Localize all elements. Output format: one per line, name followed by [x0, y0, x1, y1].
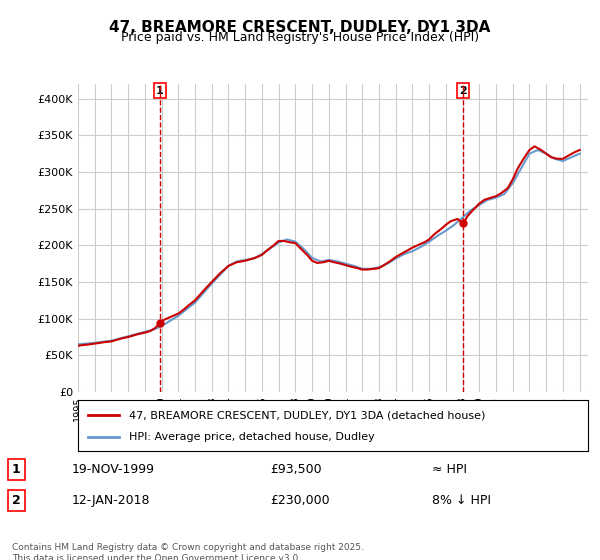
Text: Price paid vs. HM Land Registry's House Price Index (HPI): Price paid vs. HM Land Registry's House … [121, 31, 479, 44]
Text: 12-JAN-2018: 12-JAN-2018 [72, 494, 151, 507]
Text: Contains HM Land Registry data © Crown copyright and database right 2025.
This d: Contains HM Land Registry data © Crown c… [12, 543, 364, 560]
Text: ≈ HPI: ≈ HPI [432, 463, 467, 476]
Text: HPI: Average price, detached house, Dudley: HPI: Average price, detached house, Dudl… [129, 432, 375, 442]
Text: 47, BREAMORE CRESCENT, DUDLEY, DY1 3DA (detached house): 47, BREAMORE CRESCENT, DUDLEY, DY1 3DA (… [129, 410, 485, 421]
Text: 19-NOV-1999: 19-NOV-1999 [72, 463, 155, 476]
Text: 1: 1 [156, 86, 164, 96]
Text: 1: 1 [12, 463, 21, 476]
Text: £230,000: £230,000 [270, 494, 329, 507]
Text: 2: 2 [460, 86, 467, 96]
Text: £93,500: £93,500 [270, 463, 322, 476]
Text: 2: 2 [12, 494, 21, 507]
Text: 8% ↓ HPI: 8% ↓ HPI [432, 494, 491, 507]
Text: 47, BREAMORE CRESCENT, DUDLEY, DY1 3DA: 47, BREAMORE CRESCENT, DUDLEY, DY1 3DA [109, 20, 491, 35]
